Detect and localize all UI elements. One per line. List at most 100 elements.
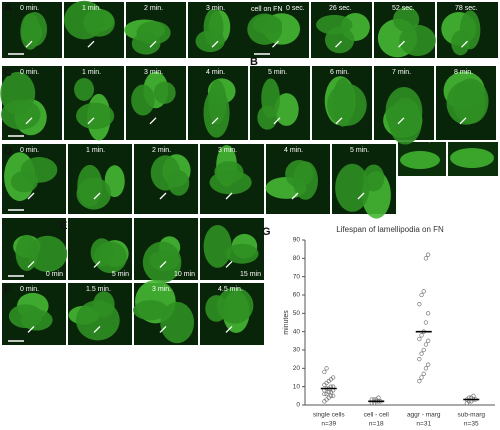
cell [326, 83, 367, 126]
arrow [93, 192, 101, 200]
data-point [421, 289, 426, 294]
time-label: 10 min [174, 271, 195, 278]
time-label: 5 min. [350, 147, 369, 154]
cell [131, 32, 161, 55]
n-label: n=18 [369, 421, 384, 428]
y-tick-label: 90 [293, 237, 301, 244]
panel-letter: E [60, 220, 67, 232]
cell [20, 309, 53, 331]
cell [292, 161, 318, 200]
arrow [225, 325, 233, 333]
y-tick-label: 50 [293, 310, 301, 317]
cell [203, 87, 230, 138]
arrow [225, 260, 233, 268]
data-point [417, 336, 422, 342]
arrow [149, 117, 157, 125]
chart-title: Lifespan of lamellipodia on FN [336, 225, 444, 234]
cell [10, 170, 39, 193]
cell [247, 13, 283, 45]
data-point [421, 347, 426, 353]
cell [149, 250, 180, 272]
cell [27, 235, 68, 272]
arrow [159, 260, 167, 268]
cell [76, 177, 112, 210]
time-label: 2 min. [144, 5, 163, 12]
x-tick-label: sub-marg [458, 412, 486, 419]
inset-cell [450, 148, 494, 168]
data-point [417, 302, 422, 307]
panel-letter: D [4, 145, 12, 157]
time-label: 0 min. [20, 286, 39, 293]
data-point [419, 292, 424, 298]
data-point [322, 369, 327, 375]
time-label: 0 min. [20, 69, 39, 76]
time-label: 0 sec. [286, 5, 305, 12]
y-tick-label: 10 [293, 383, 301, 390]
cell [446, 81, 486, 125]
arrow [27, 260, 35, 268]
data-point [419, 351, 424, 356]
arrow [211, 117, 219, 125]
time-label: 52 sec. [392, 5, 415, 12]
arrow [211, 40, 219, 48]
time-label: 5 min [112, 271, 129, 278]
arrow [149, 40, 157, 48]
y-tick-label: 20 [293, 365, 301, 372]
arrow [335, 40, 342, 48]
time-label: 3 min. [152, 286, 171, 293]
panel-letter: A [4, 2, 12, 14]
data-point [426, 252, 431, 257]
data-point [417, 379, 422, 384]
arrow [93, 260, 101, 268]
time-label: 26 sec. [329, 5, 352, 12]
data-point [426, 338, 431, 343]
data-point [426, 311, 431, 316]
arrow [459, 117, 467, 125]
data-point [426, 362, 431, 367]
data-point [423, 366, 429, 371]
x-tick-label: aggr - marg [407, 412, 441, 419]
data-point [324, 366, 329, 371]
y-tick-label: 70 [293, 273, 301, 280]
arrow [461, 40, 468, 48]
data-point [417, 357, 422, 362]
arrow [159, 325, 167, 333]
time-label: 1.5 min. [86, 286, 111, 293]
cell [160, 301, 195, 344]
time-label: 1 min. [82, 5, 101, 12]
cell [94, 241, 127, 274]
arrow [335, 117, 343, 125]
time-label: 0 min. [20, 147, 39, 154]
cell [131, 84, 155, 116]
x-tick-label: cell - cell [364, 412, 390, 419]
time-label: 78 sec. [455, 5, 478, 12]
cell [150, 155, 181, 191]
cell [15, 234, 39, 272]
inset-cell [400, 151, 440, 169]
panel-letter: B [250, 56, 258, 68]
arrow [87, 40, 95, 48]
n-label: n=39 [321, 421, 336, 428]
arrow [25, 40, 33, 48]
cell [0, 71, 36, 115]
arrow [225, 192, 233, 200]
cell [393, 7, 420, 32]
arrow [272, 40, 279, 48]
cell [74, 78, 95, 101]
note-label: cell on FN [251, 6, 283, 13]
arrow [273, 117, 281, 125]
data-point [419, 333, 424, 338]
x-tick-label: single cells [313, 412, 346, 419]
cell [459, 10, 481, 50]
time-label: 2 min. [152, 147, 171, 154]
cell [261, 78, 280, 119]
cell [335, 163, 370, 212]
cell [399, 24, 436, 57]
arrow [159, 192, 167, 200]
y-tick-label: 40 [293, 328, 301, 335]
time-label: 3 min. [218, 147, 237, 154]
time-label: 1 min. [86, 147, 105, 154]
panel-letter: F [4, 284, 11, 296]
time-label: 4 min. [284, 147, 303, 154]
cell [153, 81, 176, 104]
